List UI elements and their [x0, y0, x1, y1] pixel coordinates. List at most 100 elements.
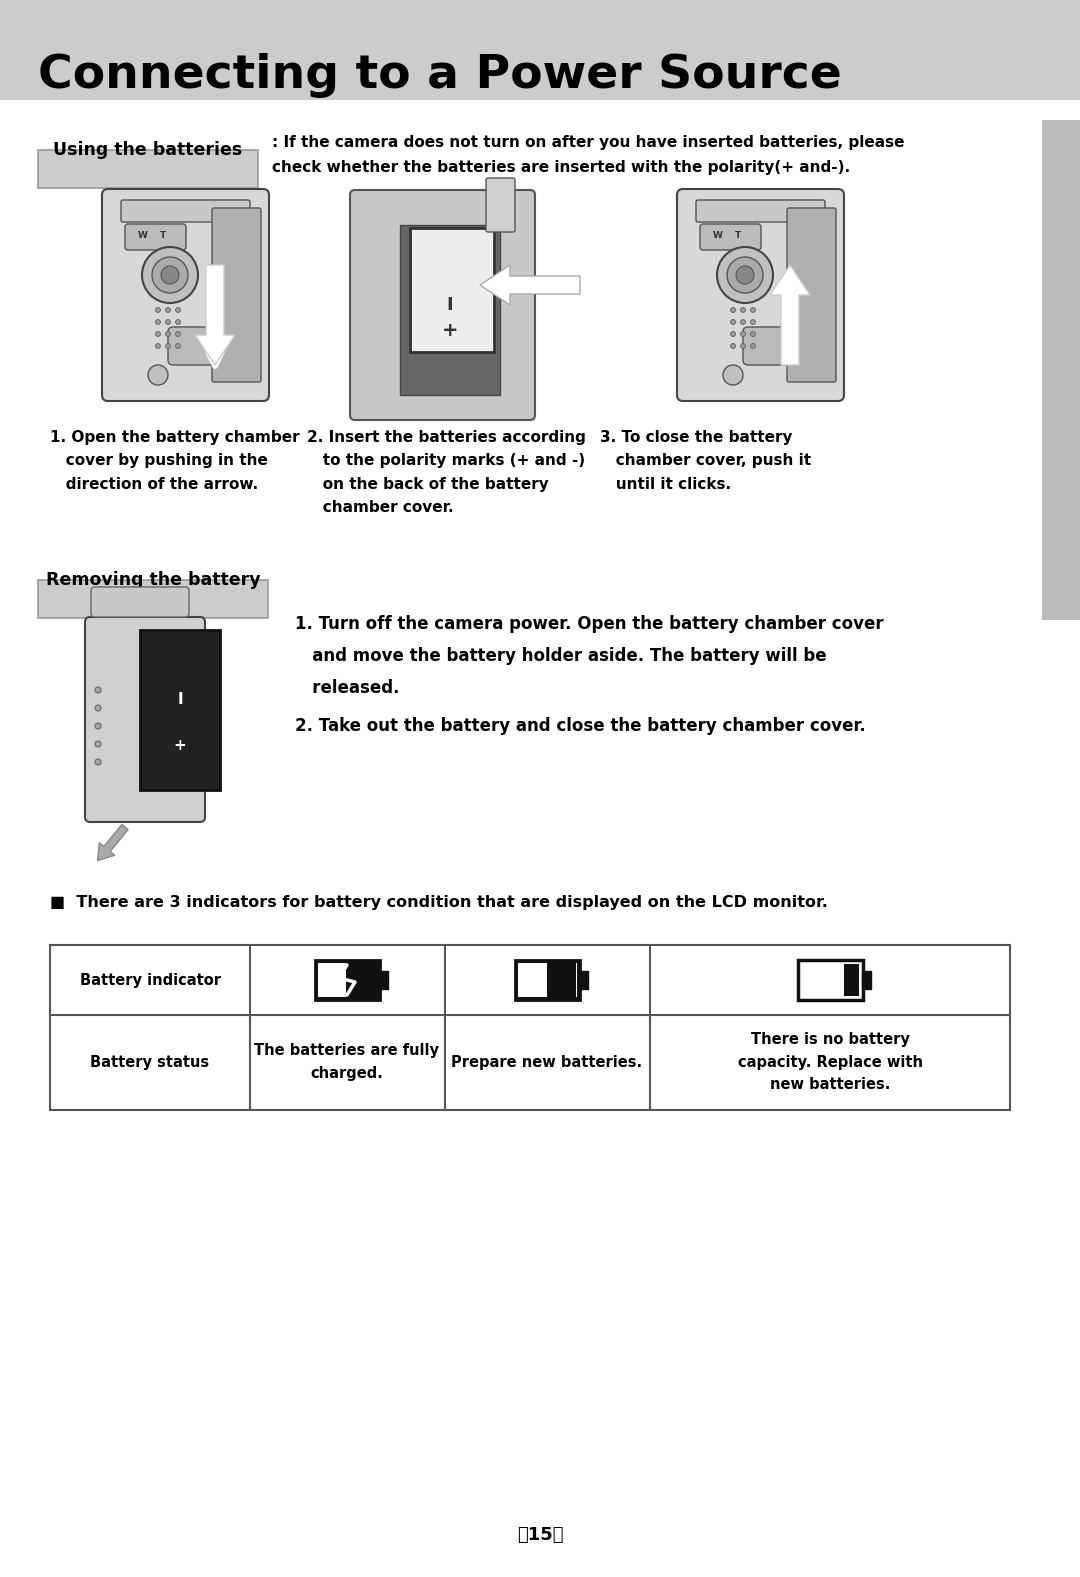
FancyBboxPatch shape — [85, 617, 205, 822]
Circle shape — [165, 320, 171, 325]
Text: +: + — [174, 738, 187, 752]
FancyBboxPatch shape — [350, 189, 535, 419]
Circle shape — [806, 229, 824, 246]
Text: T: T — [160, 230, 166, 240]
FancyBboxPatch shape — [486, 178, 515, 232]
Bar — [318, 964, 346, 997]
Circle shape — [156, 320, 161, 325]
FancyArrow shape — [770, 265, 810, 364]
Text: Using the batteries: Using the batteries — [53, 140, 243, 159]
Bar — [546, 964, 576, 997]
FancyBboxPatch shape — [38, 580, 268, 618]
Circle shape — [148, 364, 168, 385]
Circle shape — [165, 331, 171, 336]
Text: : If the camera does not turn on after you have inserted batteries, please: : If the camera does not turn on after y… — [272, 136, 905, 150]
Circle shape — [165, 344, 171, 349]
Text: 3. To close the battery
   chamber cover, push it
   until it clicks.: 3. To close the battery chamber cover, p… — [600, 431, 811, 492]
Text: and move the battery holder aside. The battery will be: and move the battery holder aside. The b… — [295, 647, 826, 665]
Text: Prepare new batteries.: Prepare new batteries. — [451, 1055, 643, 1069]
Circle shape — [175, 331, 180, 336]
Text: check whether the batteries are inserted with the polarity(+ and-).: check whether the batteries are inserted… — [272, 159, 850, 175]
Bar — [0, 0, 1080, 99]
Text: Connecting to a Power Source: Connecting to a Power Source — [38, 52, 841, 98]
Text: W: W — [713, 230, 723, 240]
Bar — [50, 945, 1010, 1110]
Text: The batteries are fully
charged.: The batteries are fully charged. — [255, 1044, 440, 1080]
Bar — [1042, 120, 1080, 620]
Circle shape — [165, 308, 171, 312]
Circle shape — [751, 308, 756, 312]
Bar — [579, 971, 588, 989]
Bar — [843, 964, 859, 997]
Text: 《15》: 《15》 — [516, 1527, 564, 1544]
FancyBboxPatch shape — [102, 189, 269, 401]
Circle shape — [730, 331, 735, 336]
FancyBboxPatch shape — [410, 229, 494, 352]
Text: Battery indicator: Battery indicator — [80, 973, 220, 987]
Circle shape — [231, 229, 249, 246]
Text: Removing the battery: Removing the battery — [45, 571, 260, 588]
Circle shape — [175, 308, 180, 312]
Text: 2. Take out the battery and close the battery chamber cover.: 2. Take out the battery and close the ba… — [295, 718, 866, 735]
Text: There is no battery
capacity. Replace with
new batteries.: There is no battery capacity. Replace wi… — [738, 1033, 922, 1091]
Circle shape — [751, 320, 756, 325]
FancyBboxPatch shape — [140, 629, 220, 790]
Circle shape — [95, 705, 102, 711]
Circle shape — [161, 267, 179, 284]
Text: Battery status: Battery status — [91, 1055, 210, 1069]
Circle shape — [751, 344, 756, 349]
Text: I: I — [177, 692, 183, 708]
Circle shape — [156, 344, 161, 349]
Circle shape — [730, 308, 735, 312]
Bar — [518, 964, 577, 997]
Circle shape — [95, 722, 102, 729]
FancyBboxPatch shape — [91, 587, 189, 617]
FancyBboxPatch shape — [696, 200, 825, 222]
Circle shape — [156, 331, 161, 336]
Circle shape — [741, 344, 745, 349]
FancyBboxPatch shape — [125, 224, 186, 251]
Text: 1. Turn off the camera power. Open the battery chamber cover: 1. Turn off the camera power. Open the b… — [295, 615, 883, 632]
FancyBboxPatch shape — [38, 150, 258, 188]
Text: W: W — [138, 230, 148, 240]
FancyArrow shape — [97, 825, 129, 861]
Circle shape — [735, 267, 754, 284]
FancyBboxPatch shape — [121, 200, 249, 222]
Circle shape — [727, 257, 762, 293]
Text: released.: released. — [295, 680, 400, 697]
Bar — [515, 960, 580, 1000]
FancyArrow shape — [480, 265, 580, 304]
Circle shape — [95, 741, 102, 747]
Text: 1. Open the battery chamber
   cover by pushing in the
   direction of the arrow: 1. Open the battery chamber cover by pus… — [50, 431, 299, 492]
Circle shape — [717, 248, 773, 303]
FancyBboxPatch shape — [743, 326, 804, 364]
Circle shape — [141, 248, 198, 303]
Text: +: + — [442, 320, 458, 339]
Circle shape — [95, 759, 102, 765]
Circle shape — [730, 320, 735, 325]
FancyBboxPatch shape — [168, 326, 228, 364]
FancyBboxPatch shape — [700, 224, 761, 251]
Bar — [315, 960, 380, 1000]
Bar — [862, 971, 870, 989]
FancyBboxPatch shape — [787, 208, 836, 382]
Circle shape — [175, 320, 180, 325]
Circle shape — [751, 331, 756, 336]
Bar — [379, 971, 388, 989]
Circle shape — [730, 344, 735, 349]
FancyArrow shape — [195, 265, 235, 364]
Circle shape — [152, 257, 188, 293]
Bar — [400, 226, 500, 394]
Text: T: T — [735, 230, 741, 240]
Text: I: I — [447, 296, 454, 314]
Circle shape — [156, 308, 161, 312]
FancyBboxPatch shape — [212, 208, 261, 382]
Bar — [798, 960, 863, 1000]
Circle shape — [741, 331, 745, 336]
Text: 2. Insert the batteries according
   to the polarity marks (+ and -)
   on the b: 2. Insert the batteries according to the… — [307, 431, 585, 516]
Circle shape — [175, 344, 180, 349]
FancyBboxPatch shape — [677, 189, 843, 401]
Circle shape — [95, 688, 102, 692]
Circle shape — [723, 364, 743, 385]
Circle shape — [741, 308, 745, 312]
